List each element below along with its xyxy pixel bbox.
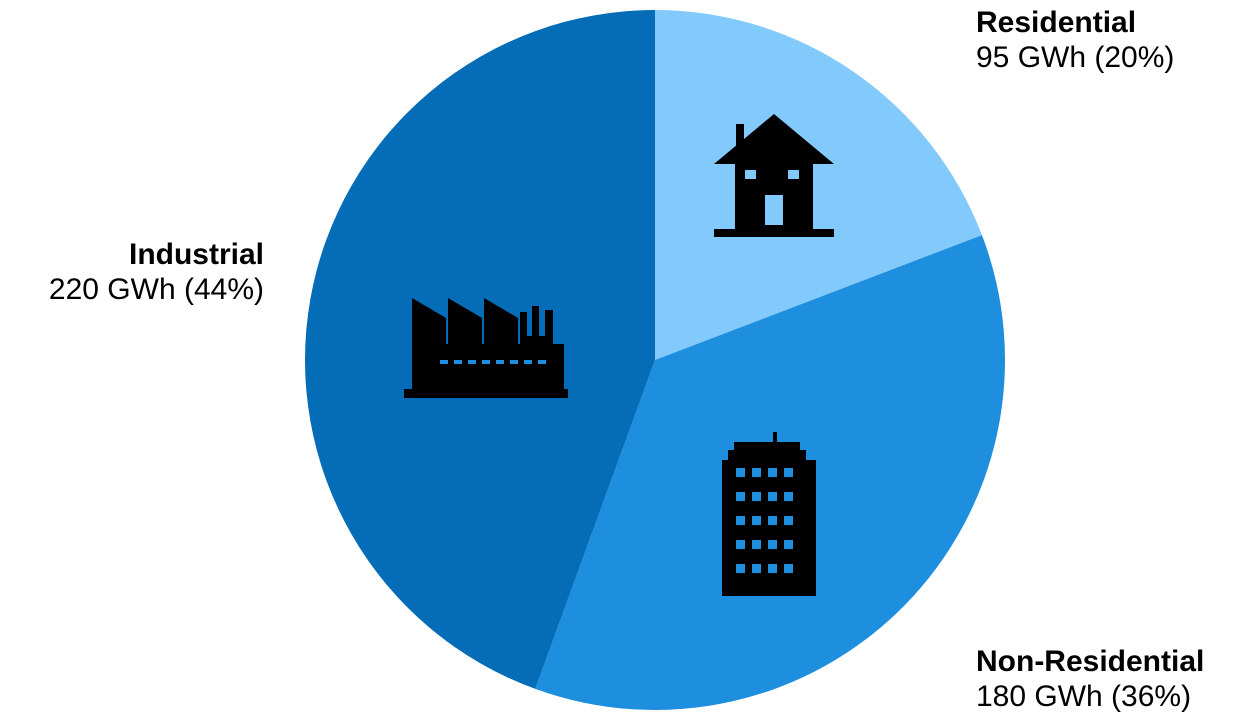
house-icon: [714, 114, 834, 237]
office-building-icon: [722, 432, 816, 596]
slice-value-non-residential: 180 GWh (36%): [976, 679, 1192, 713]
slice-label-non-residential: Non-Residential 180 GWh (36%): [976, 645, 1204, 714]
slice-label-residential: Residential 95 GWh (20%): [976, 6, 1174, 75]
factory-icon: [404, 298, 568, 398]
pie-slice-residential: [655, 10, 982, 360]
slice-name-residential: Residential: [976, 6, 1137, 39]
slice-label-industrial: Industrial 220 GWh (44%): [14, 238, 264, 307]
slice-name-non-residential: Non-Residential: [976, 645, 1205, 678]
slice-value-industrial: 220 GWh (44%): [48, 272, 264, 306]
pie-slices: [305, 10, 1005, 710]
slice-name-industrial: Industrial: [128, 238, 264, 271]
slice-value-residential: 95 GWh (20%): [976, 40, 1175, 74]
